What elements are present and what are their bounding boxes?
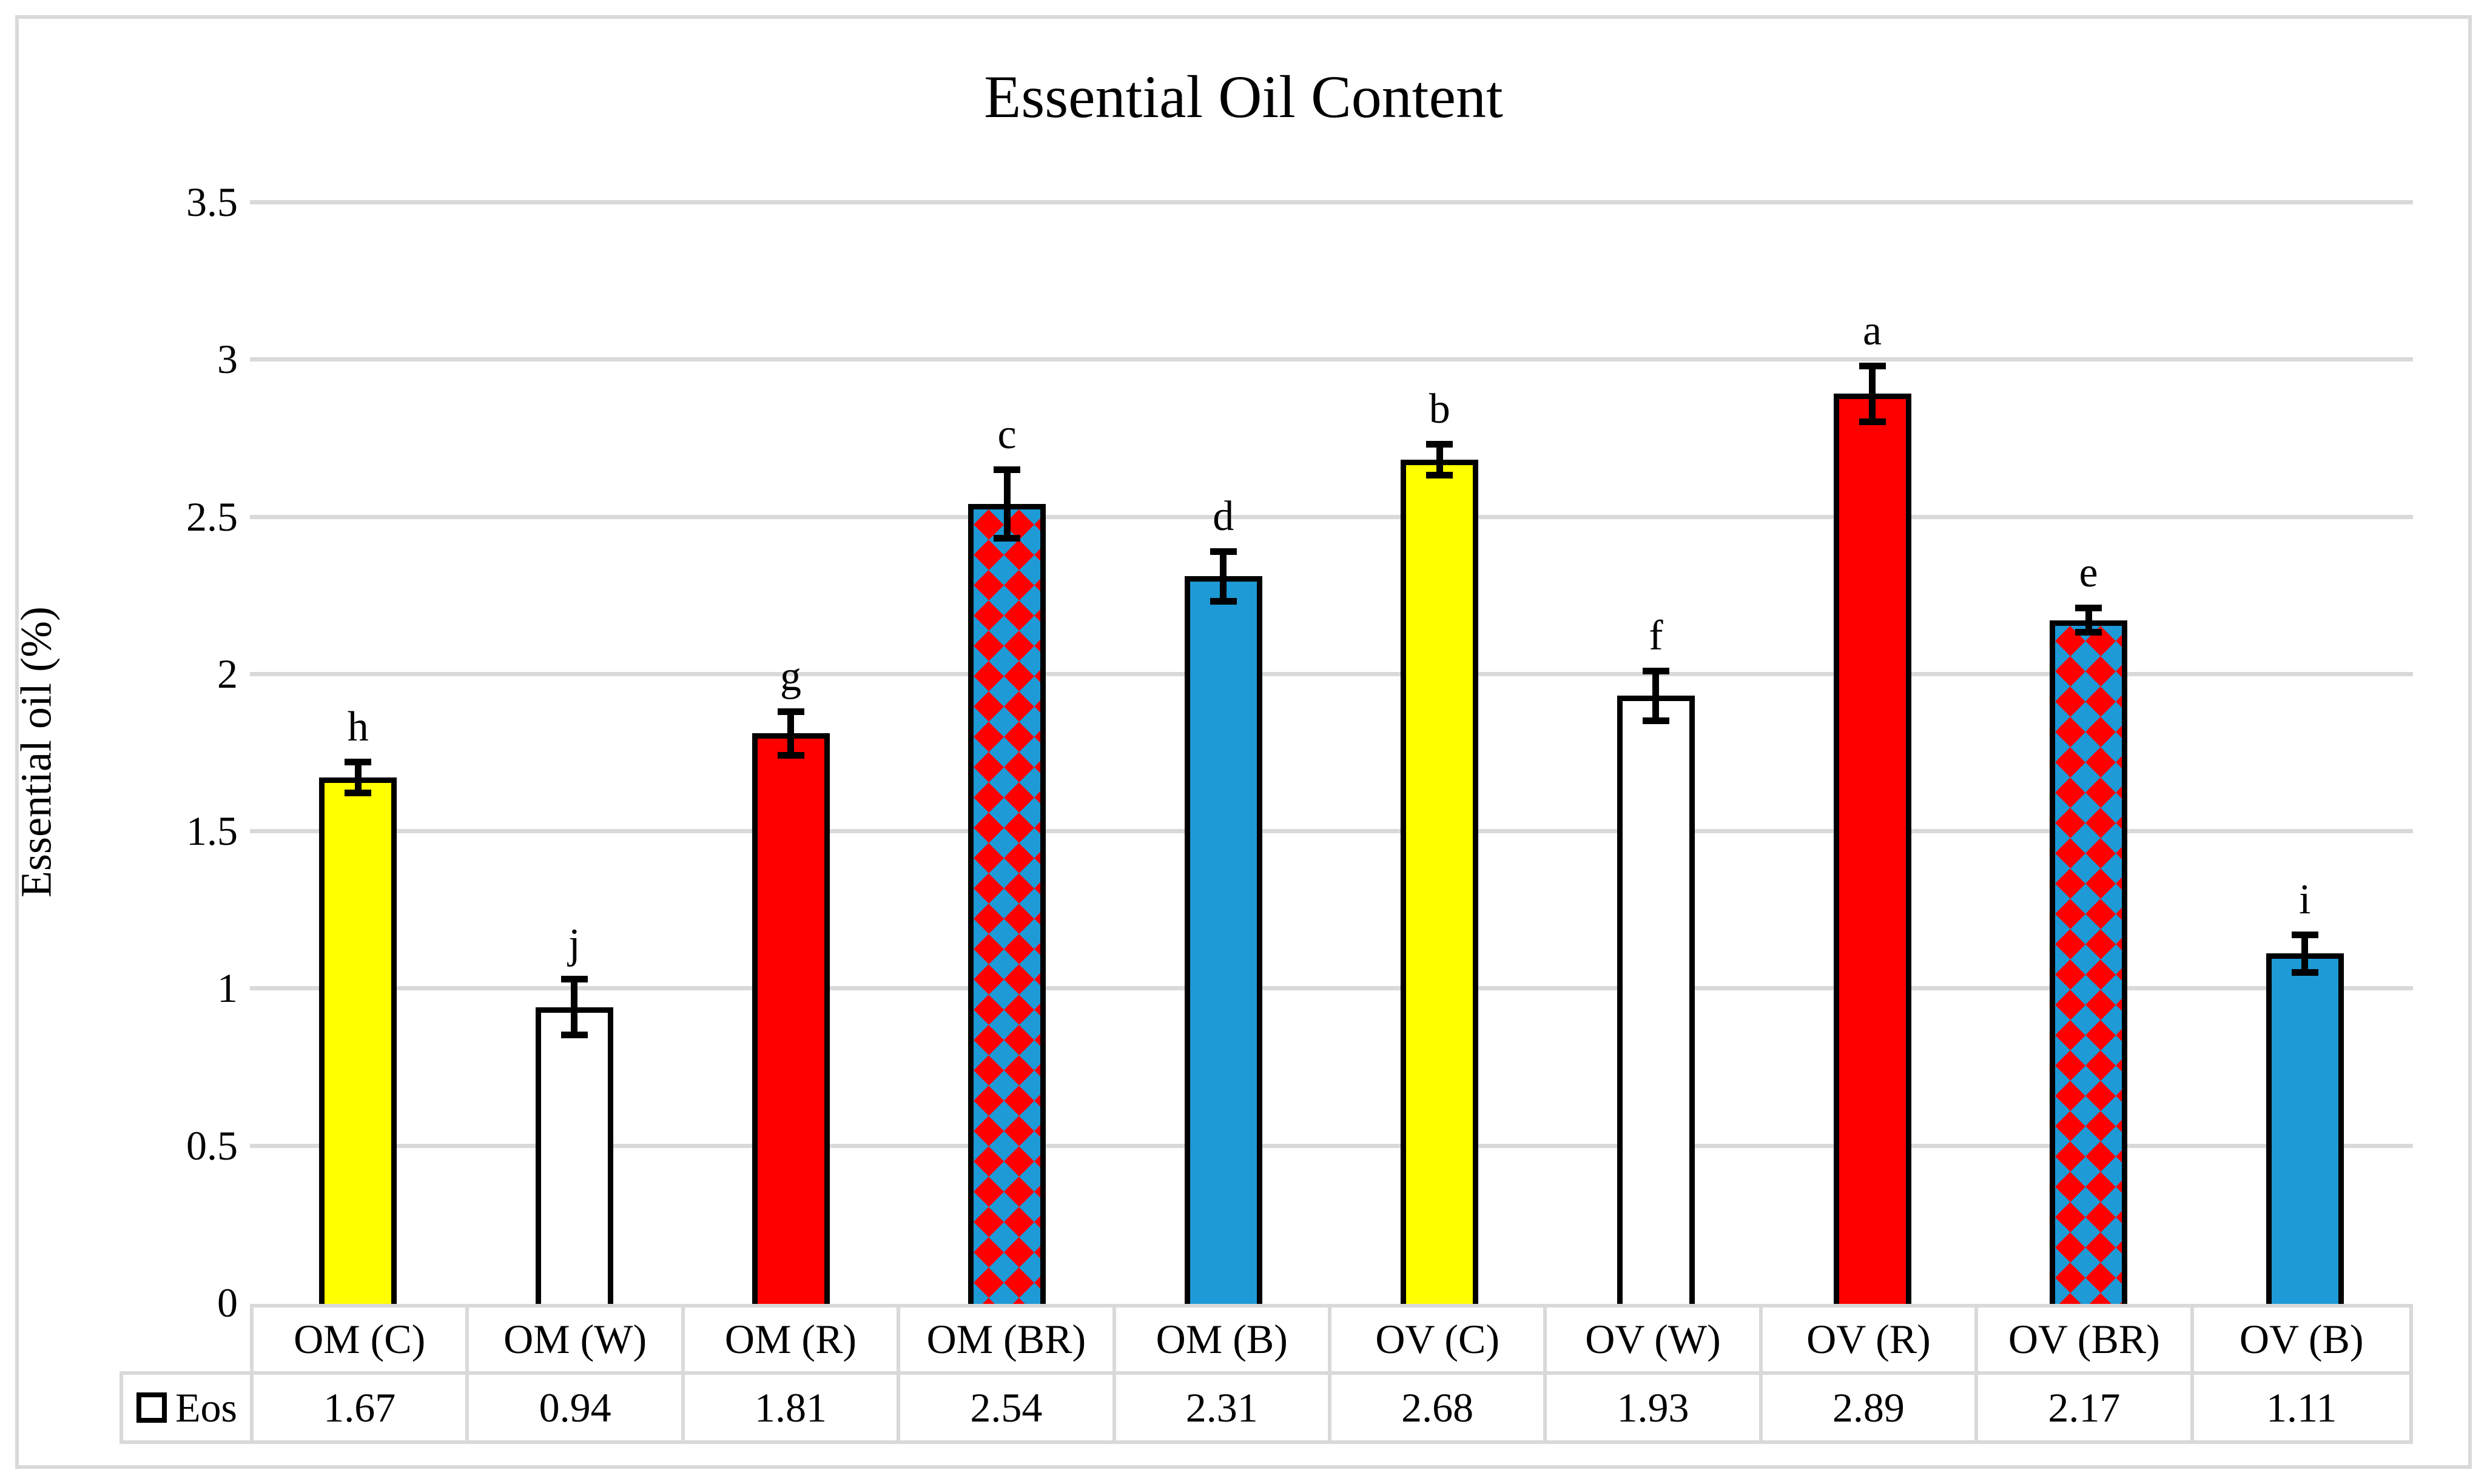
significance-letter-ov-r: a bbox=[1862, 307, 1882, 354]
value-cell-om-c: 1.67 bbox=[254, 1375, 469, 1440]
value-cell-om-r: 1.81 bbox=[685, 1375, 901, 1440]
error-bar-stem-om-w bbox=[571, 978, 578, 1036]
gridline-2 bbox=[250, 671, 2413, 676]
error-bar-bottom-cap-om-br bbox=[994, 534, 1021, 542]
error-bar-bottom-cap-om-w bbox=[560, 1032, 588, 1039]
value-cell-om-b: 2.31 bbox=[1116, 1375, 1331, 1440]
y-tick-label-2: 2 bbox=[217, 650, 238, 697]
bar-ov-r bbox=[1833, 394, 1911, 1305]
bar-ov-c bbox=[1401, 460, 1479, 1305]
table-value-row: Eos 1.67 0.94 1.81 2.54 2.31 2.68 1.93 2.89 2.17 1… bbox=[119, 1371, 2413, 1444]
error-bar-top-cap-om-r bbox=[777, 708, 804, 716]
value-cell-ov-b: 1.11 bbox=[2266, 1384, 2337, 1431]
error-bar-stem-ov-c bbox=[1436, 444, 1443, 476]
error-bar-top-cap-om-br bbox=[994, 466, 1021, 473]
value-cell-ov-c: 2.68 bbox=[1331, 1375, 1547, 1440]
bar-om-r bbox=[752, 733, 830, 1305]
value-cell-om-w: 0.94 bbox=[469, 1375, 685, 1440]
gridline-2.5 bbox=[250, 514, 2413, 519]
significance-letter-om-r: g bbox=[780, 653, 801, 700]
gridline-1 bbox=[250, 986, 2413, 991]
significance-letter-om-b: d bbox=[1213, 492, 1234, 540]
error-bar-stem-om-b bbox=[1220, 551, 1227, 602]
gridline-3.5 bbox=[250, 200, 2413, 204]
error-bar-stem-om-c bbox=[354, 762, 362, 793]
category-cell-ov-b: OV (B) bbox=[2239, 1316, 2364, 1362]
figure-border bbox=[15, 15, 2472, 1469]
gridline-0.5 bbox=[250, 1143, 2413, 1148]
error-bar-bottom-cap-ov-r bbox=[1859, 418, 1886, 425]
gridline-3 bbox=[250, 357, 2413, 362]
category-cell-om-br: OM (BR) bbox=[900, 1308, 1116, 1371]
category-cell-ov-c: OV (C) bbox=[1331, 1308, 1547, 1371]
category-cell-ov-br: OV (BR) bbox=[1978, 1308, 2194, 1371]
category-cell-ov-w: OV (W) bbox=[1547, 1308, 1763, 1371]
error-bar-top-cap-ov-br bbox=[2075, 604, 2102, 611]
y-tick-label-1.5: 1.5 bbox=[186, 808, 238, 854]
significance-letter-om-br: c bbox=[997, 411, 1017, 458]
legend-key-icon bbox=[136, 1392, 167, 1423]
value-cell-ov-w: 1.93 bbox=[1547, 1375, 1763, 1440]
y-tick-label-1: 1 bbox=[217, 965, 238, 1012]
error-bar-bottom-cap-om-c bbox=[345, 789, 372, 796]
bar-ov-br bbox=[2050, 620, 2128, 1305]
value-cell-ov-br: 2.17 bbox=[1978, 1375, 2194, 1440]
error-bar-bottom-cap-ov-w bbox=[1642, 717, 1669, 724]
bar-ov-b bbox=[2266, 953, 2344, 1305]
category-cell-om-r: OM (R) bbox=[685, 1308, 901, 1371]
error-bar-stem-ov-br bbox=[2085, 607, 2092, 633]
error-bar-stem-ov-r bbox=[1869, 365, 1876, 422]
error-bar-top-cap-ov-b bbox=[2291, 932, 2318, 939]
y-axis-title-text: Essential oil (%) bbox=[12, 606, 61, 898]
legend-cell: Eos bbox=[123, 1375, 254, 1440]
significance-letter-ov-c: b bbox=[1429, 386, 1450, 433]
bar-om-br bbox=[968, 503, 1046, 1305]
error-bar-stem-om-br bbox=[1003, 469, 1011, 539]
error-bar-top-cap-ov-c bbox=[1426, 441, 1453, 448]
significance-letter-ov-w: f bbox=[1649, 612, 1663, 659]
bar-om-b bbox=[1184, 576, 1262, 1305]
error-bar-stem-ov-w bbox=[1652, 670, 1660, 721]
table-category-row: OM (C) OM (W) OM (R) OM (BR) OM (B) OV (C) OV … bbox=[250, 1304, 2413, 1375]
error-bar-top-cap-ov-r bbox=[1859, 362, 1886, 369]
category-cell-om-c: OM (C) bbox=[254, 1308, 469, 1371]
category-cell-om-w: OM (W) bbox=[469, 1308, 685, 1371]
y-tick-label-3: 3 bbox=[217, 336, 238, 383]
error-bar-stem-om-r bbox=[787, 711, 794, 756]
error-bar-bottom-cap-ov-b bbox=[2291, 969, 2318, 976]
value-cell-ov-r: 2.89 bbox=[1763, 1375, 1979, 1440]
significance-letter-om-c: h bbox=[347, 703, 369, 751]
error-bar-top-cap-om-b bbox=[1210, 548, 1237, 555]
error-bar-bottom-cap-ov-br bbox=[2075, 629, 2102, 636]
error-bar-bottom-cap-om-r bbox=[777, 751, 804, 759]
error-bar-top-cap-om-w bbox=[560, 975, 588, 982]
error-bar-bottom-cap-ov-c bbox=[1426, 472, 1453, 479]
gridline-1.5 bbox=[250, 829, 2413, 834]
bar-ov-w bbox=[1617, 696, 1695, 1305]
error-bar-top-cap-ov-w bbox=[1642, 667, 1669, 674]
error-bar-stem-ov-b bbox=[2301, 935, 2309, 973]
significance-letter-om-w: j bbox=[568, 920, 581, 967]
bar-om-c bbox=[319, 777, 397, 1305]
y-tick-label-0: 0 bbox=[217, 1280, 238, 1326]
error-bar-top-cap-om-c bbox=[345, 759, 372, 766]
category-cell-om-b: OM (B) bbox=[1116, 1308, 1331, 1371]
y-tick-label-0.5: 0.5 bbox=[186, 1122, 238, 1169]
bar-om-w bbox=[535, 1007, 613, 1305]
y-tick-label-3.5: 3.5 bbox=[186, 179, 238, 225]
y-tick-label-2.5: 2.5 bbox=[186, 493, 238, 540]
significance-letter-ov-br: e bbox=[2079, 549, 2098, 596]
value-cell-om-br: 2.54 bbox=[900, 1375, 1116, 1440]
category-cell-ov-r: OV (R) bbox=[1763, 1308, 1979, 1371]
chart-title: Essential Oil Content bbox=[984, 63, 1503, 130]
legend-series-label: Eos bbox=[175, 1384, 237, 1431]
error-bar-bottom-cap-om-b bbox=[1210, 597, 1237, 605]
significance-letter-ov-b: i bbox=[2298, 876, 2311, 924]
